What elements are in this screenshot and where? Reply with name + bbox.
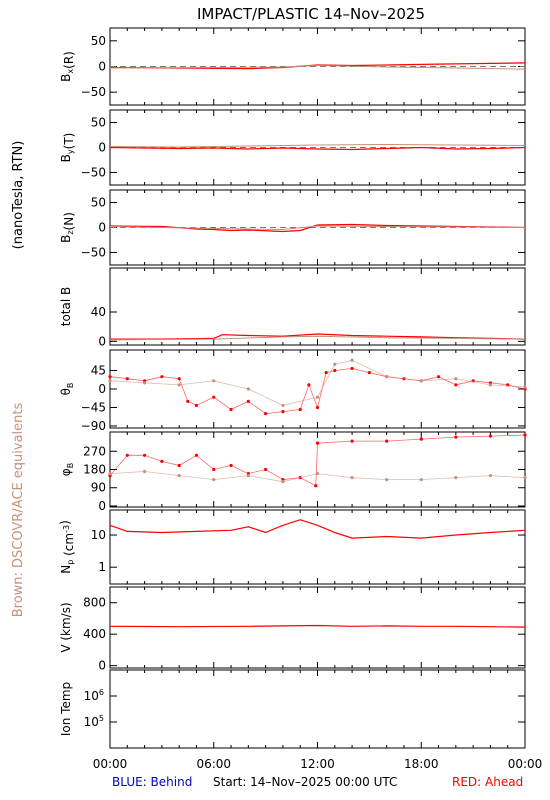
panel-ylabel: θB (59, 383, 75, 396)
series-line-red (109, 146, 526, 151)
y-tick-label: 10 (91, 528, 106, 542)
data-point (108, 379, 112, 383)
y-tick-label: 1 (98, 560, 106, 574)
data-point (523, 476, 527, 480)
y-tick-label: 0 (98, 60, 106, 74)
data-point (108, 375, 112, 379)
panel-ylabel: Ion Temp (59, 682, 73, 736)
panel-frame (109, 349, 526, 429)
y-tick-label: −50 (81, 166, 106, 180)
series-line-red (109, 62, 526, 70)
y-tick-label: −50 (81, 85, 106, 99)
y-tick-label: 270 (83, 444, 106, 458)
y-tick-label: 0 (98, 499, 106, 513)
y-tick-label: 800 (83, 596, 106, 610)
series-red-theta (108, 366, 527, 416)
series-line-red (109, 223, 526, 233)
footer-blue-label: BLUE: Behind (112, 775, 192, 789)
x-tick-label: 12:00 (300, 757, 335, 771)
panel-ylabel: φB (59, 463, 75, 476)
x-tick-label: 00:00 (508, 757, 543, 771)
panel-phi: 270 180 90 0 φB (59, 431, 527, 513)
y-tick-label: 180 (83, 463, 106, 477)
series-brown-theta (108, 358, 527, 408)
panel-ylabel: Np (cm-3) (58, 520, 76, 574)
panels: 500−50Bx(R)500−50By(T)500−50Bz(N)400tota… (58, 27, 543, 771)
y-tick-label: −50 (81, 246, 106, 260)
series-line-brown (109, 225, 526, 231)
x-tick-label: 18:00 (404, 757, 439, 771)
y-tick-label: 0 (98, 141, 106, 155)
panel-ylabel: Bz(N) (59, 212, 76, 243)
panel-ylabel: total B (59, 287, 73, 327)
panel-bz: 50 0 −50 Bz(N) (59, 189, 526, 266)
y-tick-label: 90 (91, 481, 106, 495)
series-line-red (109, 519, 526, 539)
panel-frame (109, 509, 526, 585)
series-line (109, 359, 526, 406)
series-line-brown (109, 64, 526, 70)
series-line (109, 434, 526, 487)
chart-title: IMPACT/PLASTIC 14–Nov–2025 (197, 5, 425, 23)
panel-v: 800 400 0 V (km/s) (59, 586, 526, 673)
series-brown-phi (108, 469, 527, 484)
data-point (523, 385, 527, 389)
panel-temp: 106 105 Ion Temp (59, 669, 526, 749)
y-tick-label: 45 (91, 364, 106, 378)
x-tick-label: 00:00 (93, 757, 128, 771)
series-line-red (109, 624, 526, 628)
y-tick-label: 0 (98, 334, 106, 348)
panel-by: 50 0 −50 By(T) (59, 109, 526, 186)
y-tick-label: 400 (83, 627, 106, 641)
y-tick-label: 50 (91, 196, 106, 210)
y-tick-label: 106 (84, 688, 104, 703)
y-tick-label: 0 (98, 382, 106, 396)
series-line (109, 368, 526, 415)
series-red-phi (108, 433, 527, 488)
y-tick-label: 0 (98, 659, 106, 673)
series-line-brown (109, 143, 526, 148)
y-tick-label: 50 (91, 34, 106, 48)
y-tick-label: 0 (98, 221, 106, 235)
y-tick-label: 40 (91, 305, 106, 319)
left-axis-label: (nanoTesla, RTN) (11, 141, 26, 250)
panel-ylabel: Bx(R) (59, 51, 76, 82)
panel-theta: 45 0 −45 −90 θB (59, 349, 527, 433)
panel-ylabel: By(T) (59, 133, 76, 163)
x-tick-label: 06:00 (196, 757, 231, 771)
brown-source-label: Brown: DSCOVR/ACE equivalents (11, 403, 26, 618)
panel-ylabel: V (km/s) (59, 602, 73, 652)
y-tick-label: −90 (81, 419, 106, 433)
y-tick-label: 50 (91, 116, 106, 130)
y-tick-label: −45 (81, 400, 106, 414)
panel-btot: 40 0 total B (59, 267, 526, 348)
series-line (109, 471, 526, 483)
footer-red-label: RED: Ahead (452, 775, 523, 789)
panel-bx: 50 0 −50 Bx(R) (59, 27, 526, 106)
series-line-red (110, 333, 526, 340)
series-line-brown (109, 335, 526, 341)
panel-np: 10 1 Np (cm-3) (58, 509, 526, 585)
y-tick-label: 105 (84, 714, 104, 729)
panel-frame (109, 669, 526, 749)
panel-frame (109, 586, 526, 669)
footer-start-label: Start: 14–Nov–2025 00:00 UTC (213, 775, 397, 789)
